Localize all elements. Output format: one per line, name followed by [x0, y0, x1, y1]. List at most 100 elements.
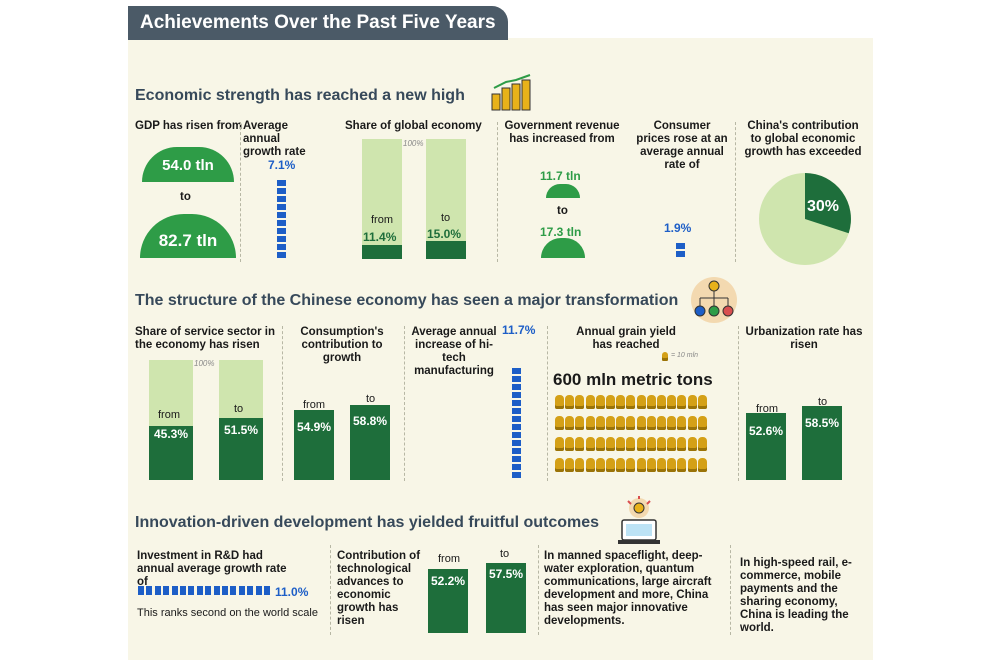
grain-icon	[677, 395, 687, 409]
grain-value: 600 mln metric tons	[553, 370, 713, 389]
grain-icon	[677, 437, 687, 451]
blue-unit-square	[277, 228, 286, 234]
urban-to-value: 58.5%	[804, 416, 840, 430]
blue-unit-square	[512, 376, 521, 382]
service-from-bar	[149, 426, 193, 480]
rd-label: Investment in R&D had annual average gro…	[137, 550, 287, 588]
tech-from-value: 52.2%	[430, 574, 466, 588]
grain-icon	[575, 458, 585, 472]
grain-icon	[616, 437, 626, 451]
grain-icon	[687, 458, 697, 472]
grain-icon	[646, 437, 656, 451]
tech-to-value: 57.5%	[488, 567, 524, 581]
contribution-label: China's contribution to global economic …	[744, 120, 862, 158]
blue-unit-square	[277, 244, 286, 250]
grain-icon	[626, 458, 636, 472]
blue-unit-square	[512, 448, 521, 454]
blue-unit-square	[277, 180, 286, 186]
global-share-to-bg	[426, 139, 466, 259]
blue-unit-square	[512, 472, 521, 478]
grain-icon	[636, 416, 646, 430]
contribution-value: 30%	[807, 198, 839, 215]
blue-unit-square	[277, 196, 286, 202]
blue-unit-square	[146, 586, 153, 595]
blue-unit-square	[196, 586, 203, 595]
cpi-label: Consumer prices rose at an average annua…	[636, 120, 728, 171]
grain-icon	[667, 416, 677, 430]
blue-unit-square	[512, 424, 521, 430]
grain-icon	[616, 395, 626, 409]
blue-unit-square	[512, 464, 521, 470]
section-title-innovation: Innovation-driven development has yielde…	[135, 514, 600, 531]
network-structure-icon	[691, 277, 737, 323]
blue-unit-square	[163, 586, 170, 595]
grain-icon	[657, 458, 666, 472]
blue-unit-square	[154, 586, 161, 595]
blue-unit-square	[277, 220, 286, 226]
divider	[547, 326, 548, 481]
global-share-to-word: to	[441, 212, 451, 224]
blue-unit-square	[676, 251, 685, 257]
global-share-from-bg	[362, 139, 402, 259]
grain-icon	[636, 458, 646, 472]
contribution-pie-slice	[805, 173, 851, 234]
hitech-value: 11.7%	[502, 323, 536, 337]
blue-unit-square	[512, 368, 521, 374]
blue-unit-square	[277, 188, 286, 194]
grain-icon	[697, 416, 707, 430]
revenue-to-dome	[541, 238, 585, 258]
blue-unit-square	[277, 252, 286, 258]
rd-note: This ranks second on the world scale	[137, 607, 318, 619]
contribution-pie: 30%	[759, 173, 851, 265]
revenue-to-word: to	[557, 205, 568, 217]
global-share-from-value: 11.4%	[363, 230, 397, 244]
global-share-to-bar	[426, 241, 466, 259]
service-100-label: 100%	[194, 359, 215, 368]
grain-icon	[565, 416, 575, 430]
urban-from-value: 52.6%	[748, 424, 784, 438]
blue-unit-square	[512, 432, 521, 438]
blue-unit-square	[277, 236, 286, 242]
grain-icon	[657, 395, 666, 409]
consumption-label: Consumption's contribution to growth	[300, 326, 384, 364]
grain-icon	[606, 458, 615, 472]
revenue-label: Government revenue has increased from	[504, 120, 620, 145]
global-share-100-label: 100%	[403, 139, 424, 148]
divider	[497, 122, 498, 262]
divider	[735, 122, 736, 262]
blue-unit-square	[512, 400, 521, 406]
blue-unit-square	[264, 586, 270, 595]
divider	[730, 545, 731, 635]
consumption-to-value: 58.8%	[352, 414, 388, 428]
service-label: Share of service sector in the economy h…	[135, 326, 275, 351]
tech-from-bar	[428, 569, 468, 633]
blue-unit-square	[277, 212, 286, 218]
urban-label: Urbanization rate has risen	[745, 326, 863, 351]
section-title-structure: The structure of the Chinese economy has…	[135, 292, 679, 309]
section-title-economic: Economic strength has reached a new high	[135, 87, 465, 104]
blue-unit-square	[676, 243, 685, 249]
service-from-value: 45.3%	[153, 427, 189, 441]
page-title: Achievements Over the Past Five Years	[128, 6, 508, 40]
grain-icon	[565, 458, 575, 472]
blue-unit-square	[222, 586, 228, 595]
blue-unit-square	[255, 586, 262, 595]
grain-icon	[697, 395, 707, 409]
blue-unit-square	[512, 440, 521, 446]
grain-icon	[667, 458, 677, 472]
blue-unit-square	[512, 416, 521, 422]
coins-chart-icon	[491, 74, 531, 111]
tech-from-word: from	[438, 553, 460, 565]
infographic-panel	[128, 38, 873, 660]
blue-unit-square	[230, 586, 237, 595]
grain-icon	[636, 437, 646, 451]
divider	[738, 326, 739, 481]
blue-unit-square	[512, 408, 521, 414]
grain-icon	[555, 458, 564, 472]
service-from-word: from	[158, 409, 180, 421]
growth-label: Average annual growth rate	[243, 120, 306, 158]
tech-to-word: to	[500, 548, 510, 560]
gdp-to-word: to	[180, 191, 191, 203]
grain-icon	[555, 437, 564, 451]
grain-icon	[595, 395, 605, 409]
